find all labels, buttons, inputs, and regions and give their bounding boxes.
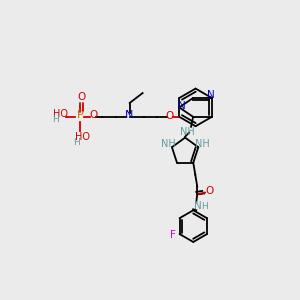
Text: H: H — [52, 115, 59, 124]
Text: N: N — [194, 201, 202, 211]
Text: O: O — [205, 186, 213, 197]
Text: NH: NH — [180, 127, 194, 137]
Text: O: O — [77, 92, 85, 102]
Text: NH: NH — [195, 139, 210, 149]
Text: NH: NH — [160, 139, 175, 149]
Text: O: O — [89, 110, 97, 120]
Text: H: H — [73, 138, 80, 147]
Text: N: N — [178, 101, 186, 111]
Text: HO: HO — [53, 109, 68, 119]
Text: F: F — [170, 230, 176, 240]
Text: N: N — [124, 110, 133, 120]
Text: P: P — [77, 110, 84, 120]
Text: N: N — [207, 90, 215, 100]
Text: HO: HO — [75, 132, 90, 142]
Text: H: H — [201, 202, 208, 211]
Text: O: O — [165, 111, 173, 121]
